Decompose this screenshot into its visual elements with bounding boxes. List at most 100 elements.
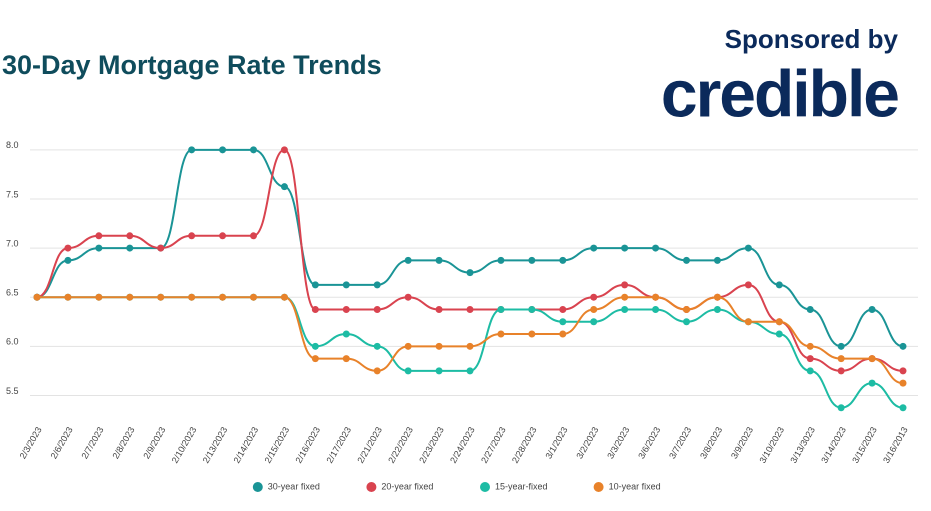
data-point (868, 379, 876, 387)
data-point (373, 305, 381, 313)
data-point (621, 305, 629, 313)
data-point (652, 244, 660, 252)
data-point (311, 342, 319, 350)
data-point (157, 293, 165, 301)
series-line (36, 148, 904, 348)
data-point (404, 293, 412, 301)
data-point (373, 367, 381, 375)
data-point (806, 342, 814, 350)
data-point (373, 342, 381, 350)
data-point (466, 305, 474, 313)
data-point (466, 342, 474, 350)
data-point (806, 367, 814, 375)
data-point (744, 318, 752, 326)
data-point (621, 244, 629, 252)
data-point (528, 305, 536, 313)
data-point (466, 367, 474, 375)
legend-marker (252, 482, 263, 492)
legend-marker (480, 482, 490, 492)
y-tick-label: 5.5 (6, 386, 19, 396)
data-point (837, 404, 845, 412)
data-point (373, 281, 381, 289)
data-point (837, 355, 845, 363)
data-point (219, 146, 227, 154)
data-point (621, 281, 629, 289)
data-point (95, 232, 103, 240)
data-point (590, 244, 598, 252)
data-point (95, 244, 103, 252)
data-point (404, 256, 412, 264)
data-point (775, 318, 783, 326)
data-point (652, 293, 660, 301)
data-point (559, 318, 567, 326)
data-point (64, 293, 72, 301)
data-point (899, 367, 907, 375)
legend-label: 15-year-fixed (495, 481, 548, 491)
data-point (188, 293, 196, 301)
data-point (683, 256, 690, 264)
data-point (435, 367, 443, 375)
data-point (713, 293, 721, 301)
data-point (435, 305, 443, 313)
data-point (899, 379, 907, 387)
data-point (806, 305, 814, 313)
data-point (899, 342, 907, 350)
y-tick-label: 7.0 (6, 238, 19, 248)
y-tick-label: 8.0 (6, 140, 19, 150)
data-point (250, 293, 257, 301)
y-tick-label: 6.0 (6, 337, 19, 347)
data-point (744, 244, 752, 252)
data-point (837, 342, 845, 350)
data-point (713, 256, 721, 264)
data-point (466, 269, 474, 277)
data-point (590, 318, 598, 326)
data-point (280, 293, 288, 301)
data-point (559, 256, 567, 264)
sponsor-label: Sponsored by (725, 24, 899, 54)
data-point (311, 305, 319, 313)
data-point (590, 305, 598, 313)
data-point (157, 244, 165, 252)
data-point (899, 404, 907, 412)
data-point (621, 293, 629, 301)
data-point (342, 355, 350, 363)
data-point (188, 232, 196, 240)
data-point (33, 293, 41, 301)
data-point (219, 232, 227, 240)
legend-label: 10-year fixed (609, 481, 661, 491)
data-point (435, 342, 443, 350)
data-point (837, 367, 845, 375)
data-point (868, 355, 876, 363)
data-point (404, 342, 412, 350)
data-point (683, 305, 690, 313)
data-point (435, 256, 443, 264)
data-point (311, 355, 319, 363)
data-point (188, 146, 196, 154)
data-point (280, 183, 288, 191)
data-point (342, 305, 350, 313)
legend-marker (593, 482, 604, 492)
data-point (744, 281, 752, 289)
data-point (559, 305, 567, 313)
data-point (652, 305, 660, 313)
sponsor-logo: credible (661, 56, 898, 130)
data-point (280, 146, 288, 154)
data-point (559, 330, 567, 338)
data-point (713, 305, 721, 313)
data-point (126, 293, 134, 301)
data-point (219, 293, 227, 301)
data-point (497, 305, 505, 313)
y-tick-label: 6.5 (6, 288, 19, 298)
data-point (250, 232, 257, 240)
series-line (36, 148, 904, 372)
data-point (126, 232, 134, 240)
data-point (342, 281, 350, 289)
y-tick-label: 7.5 (6, 189, 19, 199)
data-point (775, 281, 783, 289)
data-point (590, 293, 598, 301)
data-point (311, 281, 319, 289)
data-point (404, 367, 412, 375)
data-point (528, 256, 536, 264)
